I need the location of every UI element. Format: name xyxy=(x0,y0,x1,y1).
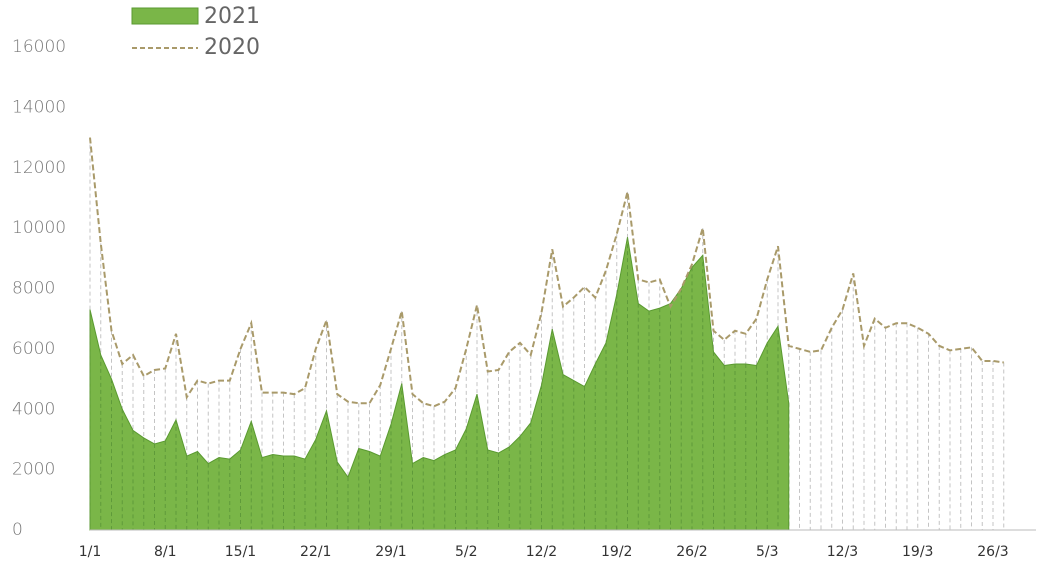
x-tick-label: 26/3 xyxy=(977,544,1008,560)
x-tick-label: 8/1 xyxy=(154,544,177,560)
x-tick-label: 12/3 xyxy=(827,544,858,560)
x-tick-label: 5/3 xyxy=(756,544,779,560)
y-tick-label: 4000 xyxy=(12,399,55,419)
x-tick-label: 19/2 xyxy=(601,544,632,560)
x-tick-label: 22/1 xyxy=(300,544,331,560)
x-tick-label: 19/3 xyxy=(902,544,933,560)
legend-label: 2021 xyxy=(204,4,260,29)
line xyxy=(89,137,1004,408)
x-tick-label: 1/1 xyxy=(79,544,102,560)
x-tick-label: 5/2 xyxy=(455,544,478,560)
y-tick-label: 8000 xyxy=(12,279,55,299)
legend-swatch xyxy=(131,7,199,25)
y-tick-label: 2000 xyxy=(12,460,55,480)
y-tick-label: 14000 xyxy=(12,97,66,117)
x-tick-label: 29/1 xyxy=(375,544,406,560)
y-tick-label: 16000 xyxy=(12,37,66,57)
x-tick-label: 26/2 xyxy=(676,544,707,560)
x-tick-label: 12/2 xyxy=(526,544,557,560)
legend-label: 2020 xyxy=(204,35,260,60)
y-tick-label: 6000 xyxy=(12,339,55,359)
y-tick-label: 10000 xyxy=(12,218,66,238)
x-tick-label: 15/1 xyxy=(225,544,256,560)
y-tick-label: 12000 xyxy=(12,158,66,178)
y-tick-label: 0 xyxy=(12,520,23,540)
